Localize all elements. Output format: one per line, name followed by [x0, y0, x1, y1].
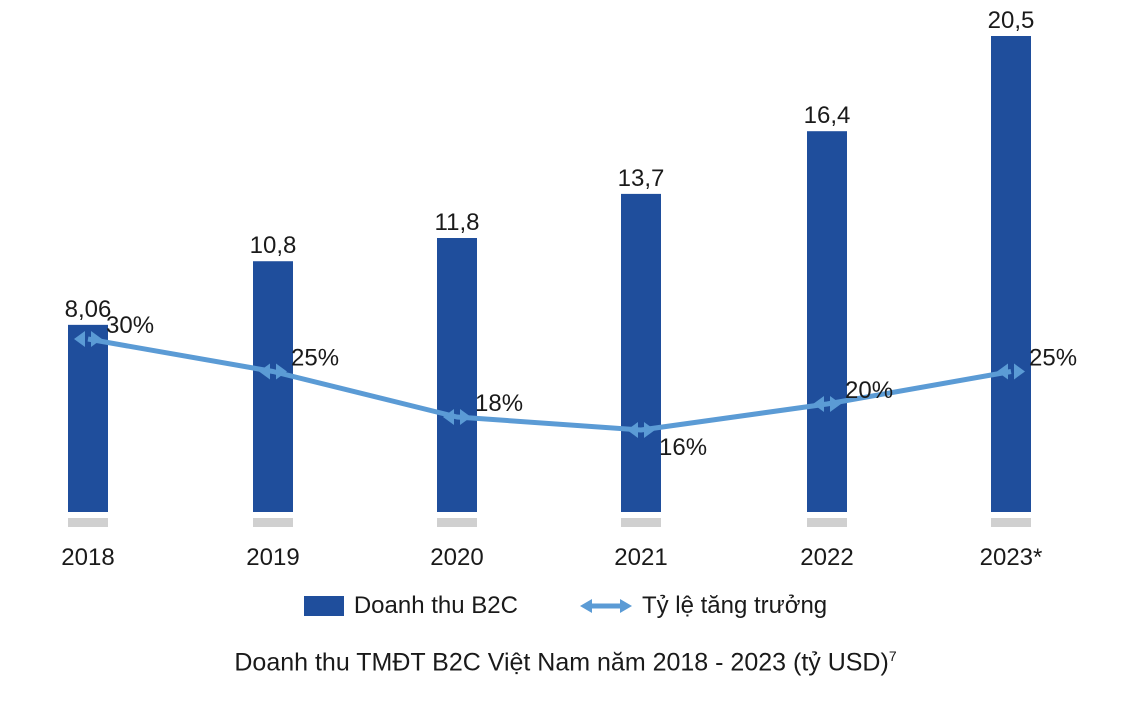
x-tick-label-3: 2021: [614, 544, 667, 571]
growth-point-right-4: [830, 396, 841, 412]
bar-1: [253, 261, 293, 512]
x-tick-5: [991, 518, 1031, 527]
legend-bar-label: Doanh thu B2C: [353, 592, 518, 619]
growth-point-left-4: [813, 396, 824, 412]
x-tick-label-0: 2018: [61, 544, 114, 571]
x-tick-1: [253, 518, 293, 527]
bar-value-label-5: 20,5: [988, 7, 1035, 34]
bar-5: [991, 36, 1031, 512]
x-tick-4: [807, 518, 847, 527]
growth-point-left-1: [259, 363, 270, 380]
caption-text: Doanh thu TMĐT B2C Việt Nam năm 2018 - 2…: [234, 648, 889, 677]
x-tick-label-5: 2023*: [980, 544, 1043, 571]
x-tick-label-4: 2022: [800, 544, 853, 571]
chart-caption: Doanh thu TMĐT B2C Việt Nam năm 2018 - 2…: [0, 648, 1131, 677]
bar-value-label-3: 13,7: [618, 165, 665, 192]
growth-point-right-1: [276, 363, 287, 380]
x-tick-label-2: 2020: [430, 544, 483, 571]
growth-value-label-1: 25%: [291, 345, 339, 372]
legend-item-line: Tỷ lệ tăng trưởng: [579, 592, 828, 620]
bar-value-label-1: 10,8: [250, 232, 297, 259]
growth-point-left-5: [997, 363, 1008, 380]
growth-value-label-5: 25%: [1029, 345, 1077, 372]
growth-point-left-2: [443, 409, 454, 425]
growth-point-left-0: [74, 331, 85, 347]
bar-value-label-0: 8,06: [65, 296, 112, 323]
legend-line-arrow-icon: [579, 599, 632, 613]
x-tick-0: [68, 518, 108, 527]
x-tick-label-1: 2019: [246, 544, 299, 571]
legend-bar-swatch: [303, 596, 344, 616]
bar-value-label-2: 11,8: [435, 209, 480, 236]
growth-value-label-2: 18%: [475, 390, 523, 417]
bar-4: [807, 131, 847, 512]
growth-point-left-3: [627, 422, 638, 438]
growth-point-right-2: [460, 409, 471, 425]
bar-2: [437, 238, 477, 512]
caption-footnote: 7: [888, 648, 897, 664]
combo-chart: 8,06 2018 10,8 2019 11,8 2020 13,7 2021 16,4 2022…: [61, 7, 1077, 571]
x-tick-3: [621, 518, 661, 527]
legend-line-label: Tỷ lệ tăng trưởng: [641, 592, 828, 619]
growth-point-right-0: [91, 331, 102, 347]
growth-value-label-3: 16%: [659, 434, 707, 461]
growth-point-right-3: [644, 422, 655, 438]
growth-point-right-5: [1014, 363, 1025, 380]
bar-0: [68, 324, 108, 512]
legend-item-bar: Doanh thu B2C: [303, 592, 518, 620]
bar-value-label-4: 16,4: [804, 102, 851, 129]
x-tick-2: [437, 518, 477, 527]
legend: Doanh thu B2C Tỷ lệ tăng trưởng: [0, 592, 1131, 620]
growth-line: [87, 336, 1012, 433]
growth-value-label-0: 30%: [106, 312, 154, 339]
growth-value-label-4: 20%: [845, 377, 893, 404]
bar-3: [621, 193, 661, 512]
